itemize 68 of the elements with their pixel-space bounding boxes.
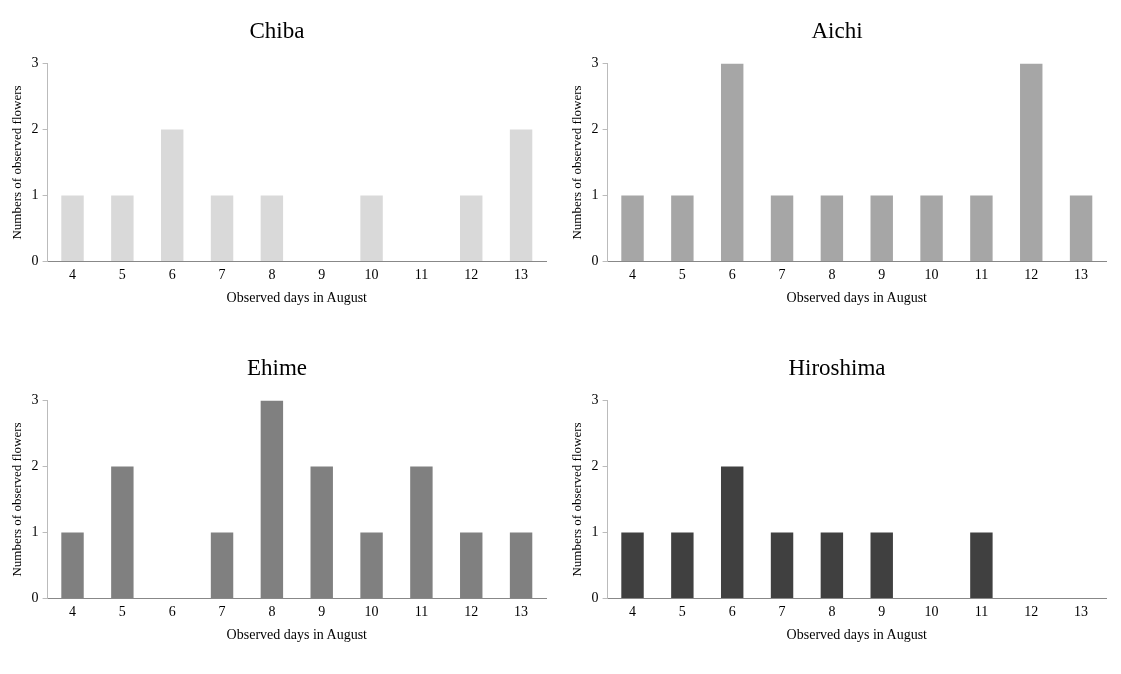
x-tick-label: 9 [318,267,326,283]
y-axis-title: Numbers of observed flowers [569,422,585,577]
x-tick-label: 11 [974,267,989,283]
y-tick-label: 3 [591,392,599,408]
x-axis-title: Observed days in August [226,627,368,643]
x-tick-label: 7 [218,604,226,620]
x-tick-label: 10 [924,604,939,620]
x-tick-label: 12 [464,604,479,620]
chart-title: Aichi [811,17,863,43]
y-tick-label: 0 [591,590,599,606]
y-tick-label: 1 [591,524,599,540]
x-tick-label: 8 [828,604,836,620]
x-axis-title: Observed days in August [786,290,928,306]
x-tick-label: 6 [728,604,736,620]
x-axis-title: Observed days in August [226,290,368,306]
x-tick-label: 10 [364,604,379,620]
y-tick-label: 3 [591,55,599,71]
y-axis-title: Numbers of observed flowers [9,422,25,577]
x-tick-label: 12 [1024,604,1039,620]
x-tick-label: 10 [364,267,379,283]
x-tick-label: 9 [318,604,326,620]
x-tick-label: 5 [118,604,126,620]
x-tick-label: 11 [974,604,989,620]
y-tick-label: 1 [31,524,39,540]
chart-title: Ehime [246,354,308,380]
y-tick-label: 3 [31,55,39,71]
x-tick-label: 13 [1074,604,1089,620]
y-tick-label: 0 [31,253,39,269]
x-tick-label: 4 [629,267,637,283]
chart-title: Hiroshima [788,354,886,380]
x-tick-label: 9 [878,604,886,620]
x-tick-label: 8 [268,267,276,283]
x-tick-label: 5 [678,267,686,283]
x-tick-label: 12 [464,267,479,283]
chart-title: Chiba [249,17,305,43]
y-tick-label: 3 [31,392,39,408]
y-axis-title: Numbers of observed flowers [569,85,585,240]
x-tick-label: 12 [1024,267,1039,283]
x-tick-label: 10 [924,267,939,283]
x-tick-label: 7 [218,267,226,283]
x-tick-label: 13 [514,267,529,283]
y-tick-label: 2 [31,121,39,137]
y-tick-label: 2 [31,458,39,474]
x-tick-label: 5 [678,604,686,620]
x-tick-label: 13 [1074,267,1089,283]
x-tick-label: 11 [414,267,429,283]
x-tick-label: 8 [828,267,836,283]
y-axis-title: Numbers of observed flowers [9,85,25,240]
y-tick-label: 2 [591,121,599,137]
x-tick-label: 6 [728,267,736,283]
y-tick-label: 0 [31,590,39,606]
x-axis-title: Observed days in August [786,627,928,643]
x-tick-label: 13 [514,604,529,620]
x-tick-label: 4 [629,604,637,620]
x-tick-label: 4 [69,604,77,620]
y-tick-label: 2 [591,458,599,474]
x-tick-label: 8 [268,604,276,620]
y-tick-label: 1 [591,187,599,203]
x-tick-label: 6 [168,604,176,620]
x-tick-label: 6 [168,267,176,283]
y-tick-label: 1 [31,187,39,203]
x-tick-label: 7 [778,604,786,620]
x-tick-label: 4 [69,267,77,283]
x-tick-label: 11 [414,604,429,620]
y-tick-label: 0 [591,253,599,269]
x-tick-label: 7 [778,267,786,283]
x-tick-label: 9 [878,267,886,283]
x-tick-label: 5 [118,267,126,283]
